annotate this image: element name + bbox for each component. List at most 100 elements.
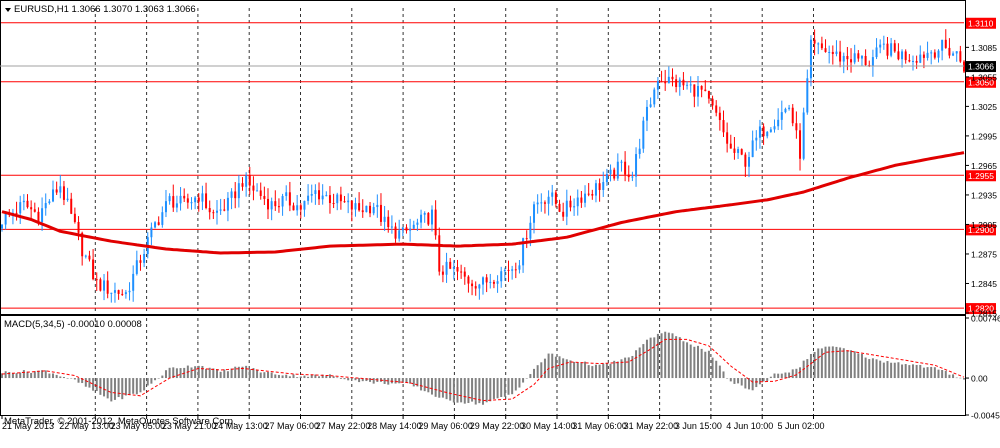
bear-candle[interactable]	[558, 203, 561, 212]
bull-candle[interactable]	[649, 104, 652, 107]
bear-candle[interactable]	[328, 195, 331, 204]
bull-candle[interactable]	[310, 194, 313, 196]
bull-candle[interactable]	[678, 79, 681, 87]
bull-candle[interactable]	[164, 201, 167, 213]
bear-candle[interactable]	[799, 130, 802, 159]
bear-candle[interactable]	[369, 205, 372, 214]
bear-candle[interactable]	[267, 198, 270, 210]
bear-candle[interactable]	[507, 269, 510, 271]
bear-candle[interactable]	[241, 183, 244, 187]
bull-candle[interactable]	[179, 195, 182, 204]
bull-candle[interactable]	[737, 149, 740, 153]
bull-candle[interactable]	[430, 209, 433, 225]
bull-candle[interactable]	[642, 120, 645, 149]
bull-candle[interactable]	[766, 131, 769, 137]
bear-candle[interactable]	[762, 126, 765, 137]
bear-candle[interactable]	[259, 190, 262, 197]
bull-candle[interactable]	[401, 227, 404, 231]
bull-candle[interactable]	[784, 108, 787, 113]
bear-candle[interactable]	[405, 227, 408, 231]
bull-candle[interactable]	[219, 209, 222, 211]
bull-candle[interactable]	[22, 200, 25, 203]
bull-candle[interactable]	[154, 222, 157, 228]
bear-candle[interactable]	[318, 190, 321, 200]
bull-candle[interactable]	[285, 192, 288, 197]
bear-candle[interactable]	[33, 209, 36, 212]
bear-candle[interactable]	[922, 54, 925, 58]
bear-candle[interactable]	[449, 261, 452, 269]
bull-candle[interactable]	[631, 176, 634, 178]
bull-candle[interactable]	[751, 140, 754, 158]
bear-candle[interactable]	[850, 59, 853, 63]
bull-candle[interactable]	[376, 204, 379, 208]
bear-candle[interactable]	[613, 169, 616, 179]
bull-candle[interactable]	[52, 189, 55, 202]
bull-candle[interactable]	[941, 39, 944, 51]
bull-candle[interactable]	[667, 76, 670, 84]
bear-candle[interactable]	[562, 211, 565, 217]
bull-candle[interactable]	[901, 51, 904, 60]
bear-candle[interactable]	[234, 191, 237, 199]
bear-candle[interactable]	[514, 269, 517, 271]
bull-candle[interactable]	[226, 197, 229, 211]
bull-candle[interactable]	[41, 208, 44, 223]
bull-candle[interactable]	[809, 39, 812, 79]
bear-candle[interactable]	[791, 107, 794, 124]
bull-candle[interactable]	[573, 206, 576, 208]
bear-candle[interactable]	[897, 51, 900, 60]
bear-candle[interactable]	[944, 39, 947, 48]
bull-candle[interactable]	[769, 129, 772, 132]
bull-candle[interactable]	[110, 292, 113, 294]
bear-candle[interactable]	[543, 202, 546, 204]
bear-candle[interactable]	[121, 293, 124, 295]
bull-candle[interactable]	[372, 207, 375, 214]
bear-candle[interactable]	[358, 203, 361, 211]
bear-candle[interactable]	[959, 51, 962, 62]
bear-candle[interactable]	[831, 51, 834, 54]
bull-candle[interactable]	[835, 51, 838, 54]
bull-candle[interactable]	[955, 51, 958, 54]
horizontal-levels[interactable]: 1.3110 1.3050 1.2955 1.2900 1.2820	[0, 17, 996, 315]
bear-candle[interactable]	[693, 84, 696, 97]
bull-candle[interactable]	[511, 269, 514, 271]
bear-candle[interactable]	[434, 209, 437, 236]
bull-candle[interactable]	[103, 280, 106, 291]
bull-candle[interactable]	[620, 161, 623, 163]
bear-candle[interactable]	[88, 255, 91, 260]
bull-candle[interactable]	[645, 106, 648, 121]
bull-candle[interactable]	[44, 203, 47, 209]
bear-candle[interactable]	[332, 203, 335, 205]
bull-candle[interactable]	[420, 214, 423, 223]
bull-candle[interactable]	[802, 112, 805, 159]
bull-candle[interactable]	[215, 210, 218, 213]
bull-candle[interactable]	[390, 226, 393, 228]
bear-candle[interactable]	[700, 85, 703, 90]
bull-candle[interactable]	[296, 205, 299, 211]
bear-candle[interactable]	[471, 283, 474, 287]
bull-candle[interactable]	[307, 195, 310, 201]
bull-candle[interactable]	[689, 84, 692, 86]
bear-candle[interactable]	[277, 206, 280, 208]
bull-candle[interactable]	[609, 169, 612, 174]
bull-candle[interactable]	[748, 157, 751, 167]
bear-candle[interactable]	[485, 277, 488, 283]
bear-candle[interactable]	[387, 216, 390, 228]
bear-candle[interactable]	[904, 51, 907, 61]
bear-candle[interactable]	[707, 90, 710, 99]
bear-candle[interactable]	[580, 197, 583, 203]
bear-candle[interactable]	[933, 52, 936, 58]
bull-candle[interactable]	[478, 284, 481, 289]
bear-candle[interactable]	[726, 132, 729, 144]
bull-candle[interactable]	[686, 84, 689, 86]
bull-candle[interactable]	[616, 161, 619, 179]
bull-candle[interactable]	[256, 190, 259, 192]
bear-candle[interactable]	[660, 81, 663, 83]
bull-candle[interactable]	[132, 273, 135, 291]
bear-candle[interactable]	[212, 212, 215, 214]
bear-candle[interactable]	[864, 55, 867, 66]
bull-candle[interactable]	[175, 203, 178, 208]
bear-candle[interactable]	[820, 43, 823, 49]
bear-candle[interactable]	[704, 89, 707, 91]
bull-candle[interactable]	[529, 222, 532, 239]
bull-candle[interactable]	[777, 119, 780, 127]
